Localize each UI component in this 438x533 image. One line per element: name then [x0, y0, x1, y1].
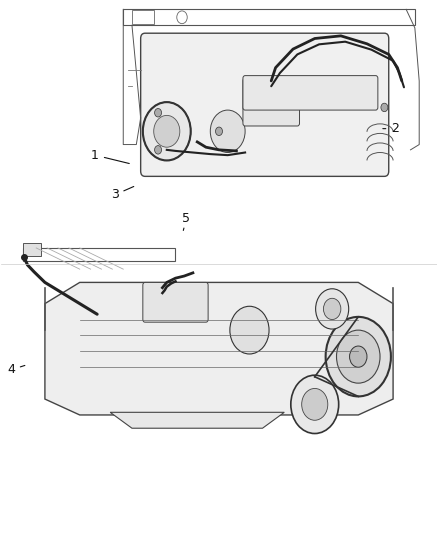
Text: 4: 4: [7, 364, 25, 376]
Text: 5: 5: [182, 212, 191, 230]
FancyBboxPatch shape: [141, 33, 389, 176]
Circle shape: [325, 317, 391, 397]
Bar: [132, 11, 154, 23]
Circle shape: [210, 110, 245, 152]
Circle shape: [350, 346, 367, 367]
Polygon shape: [110, 413, 284, 428]
Circle shape: [230, 306, 269, 354]
Circle shape: [155, 146, 162, 154]
Circle shape: [155, 109, 162, 117]
Circle shape: [154, 115, 180, 147]
Text: 3: 3: [111, 187, 134, 201]
Circle shape: [336, 330, 380, 383]
Text: 1: 1: [91, 149, 129, 164]
FancyBboxPatch shape: [143, 282, 208, 322]
Circle shape: [316, 289, 349, 329]
Text: 2: 2: [383, 122, 399, 135]
Circle shape: [323, 298, 341, 319]
FancyBboxPatch shape: [243, 76, 378, 110]
Circle shape: [381, 103, 388, 112]
Polygon shape: [23, 243, 41, 256]
Circle shape: [215, 127, 223, 135]
Circle shape: [302, 389, 328, 420]
Circle shape: [291, 375, 339, 433]
Circle shape: [143, 102, 191, 160]
FancyBboxPatch shape: [243, 78, 300, 126]
Polygon shape: [45, 282, 393, 415]
